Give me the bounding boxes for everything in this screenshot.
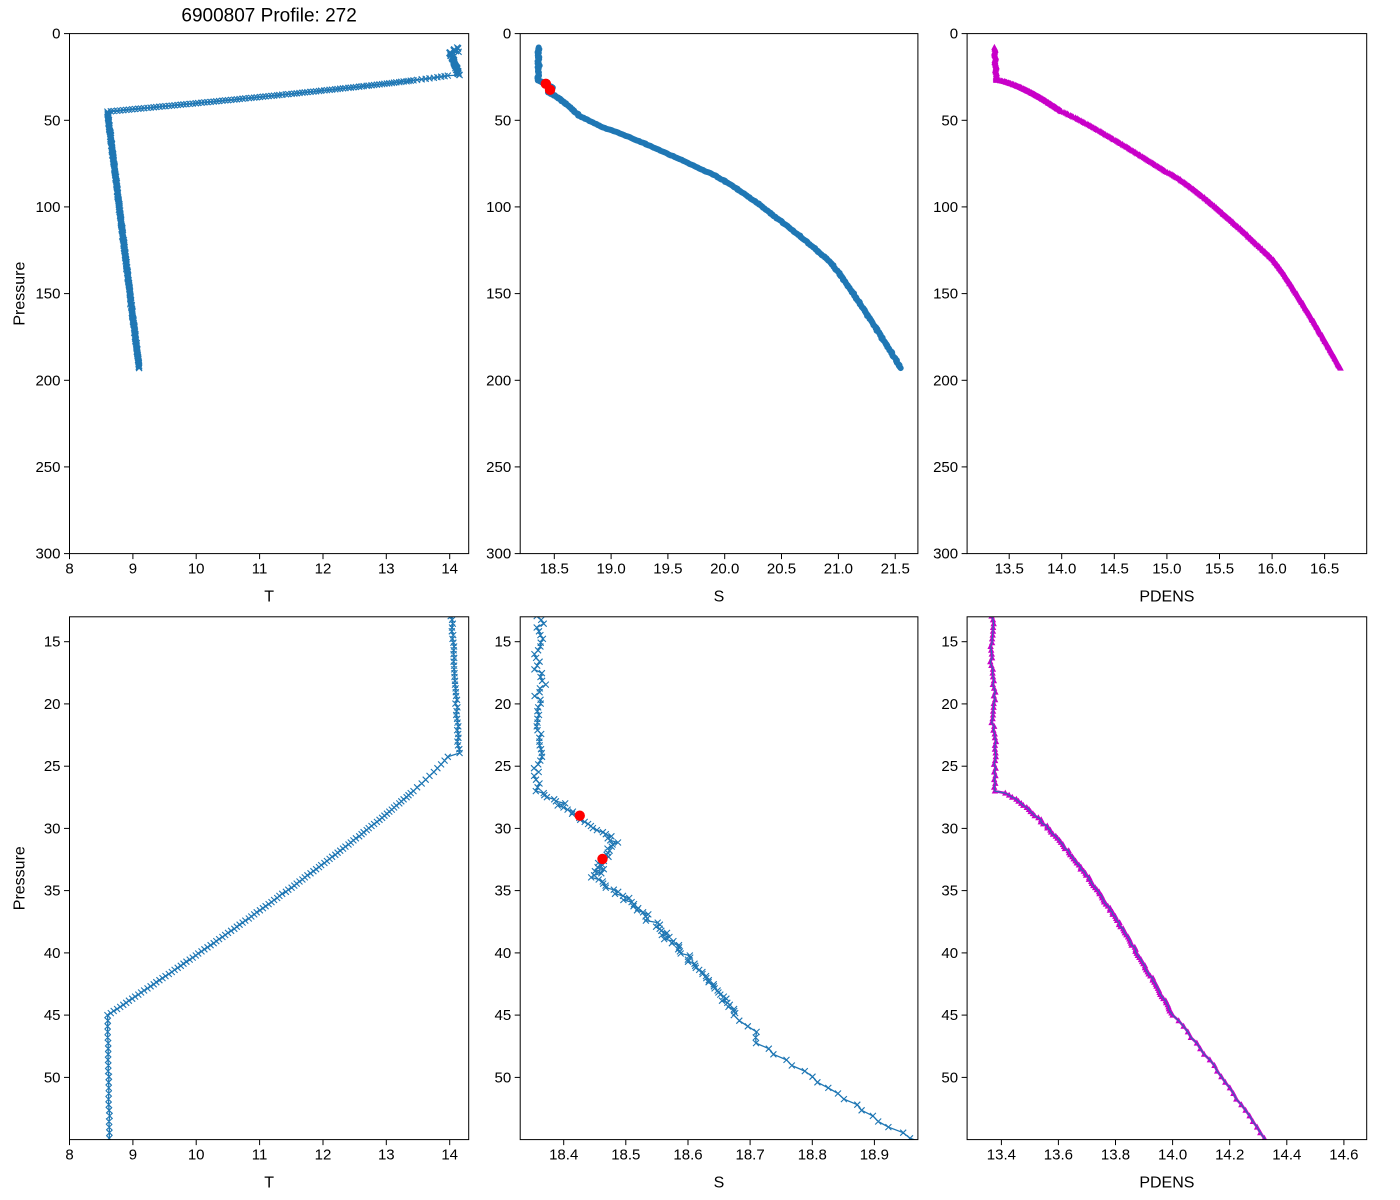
svg-text:35: 35	[44, 883, 61, 900]
svg-text:12: 12	[315, 561, 332, 578]
svg-text:250: 250	[35, 459, 60, 476]
svg-text:250: 250	[486, 459, 511, 476]
svg-text:Pressure: Pressure	[12, 261, 29, 325]
svg-text:100: 100	[933, 199, 958, 216]
svg-text:25: 25	[941, 758, 958, 775]
svg-text:100: 100	[486, 199, 511, 216]
svg-text:18.7: 18.7	[735, 1147, 764, 1164]
svg-text:19.5: 19.5	[653, 561, 682, 578]
svg-text:15: 15	[44, 634, 61, 651]
svg-text:14: 14	[441, 561, 458, 578]
svg-text:18.5: 18.5	[540, 561, 569, 578]
svg-text:S: S	[714, 1175, 725, 1192]
svg-text:150: 150	[35, 286, 60, 303]
svg-text:13: 13	[378, 561, 395, 578]
svg-text:40: 40	[44, 945, 61, 962]
svg-text:6900807 Profile: 272: 6900807 Profile: 272	[181, 6, 356, 27]
svg-text:150: 150	[933, 286, 958, 303]
svg-text:300: 300	[933, 546, 958, 563]
svg-text:100: 100	[35, 199, 60, 216]
svg-text:25: 25	[495, 758, 512, 775]
svg-text:20.5: 20.5	[767, 561, 796, 578]
svg-text:20: 20	[44, 696, 61, 713]
svg-text:20.0: 20.0	[710, 561, 739, 578]
svg-text:200: 200	[933, 372, 958, 389]
svg-text:13.6: 13.6	[1044, 1147, 1073, 1164]
svg-text:11: 11	[252, 561, 268, 578]
svg-text:18.5: 18.5	[611, 1147, 640, 1164]
svg-text:14.4: 14.4	[1272, 1147, 1301, 1164]
svg-text:18.6: 18.6	[673, 1147, 702, 1164]
svg-text:19.0: 19.0	[596, 561, 625, 578]
svg-text:T: T	[264, 1175, 274, 1192]
svg-text:15: 15	[941, 634, 958, 651]
svg-text:21.5: 21.5	[881, 561, 910, 578]
svg-text:18.9: 18.9	[860, 1147, 889, 1164]
svg-text:14.0: 14.0	[1158, 1147, 1187, 1164]
svg-text:21.0: 21.0	[824, 561, 853, 578]
svg-text:30: 30	[495, 820, 512, 837]
svg-text:8: 8	[65, 561, 73, 578]
svg-text:14.0: 14.0	[1047, 561, 1076, 578]
svg-text:0: 0	[503, 26, 511, 43]
svg-text:200: 200	[35, 372, 60, 389]
svg-text:13.4: 13.4	[987, 1147, 1016, 1164]
svg-text:300: 300	[35, 546, 60, 563]
svg-text:13.8: 13.8	[1101, 1147, 1130, 1164]
svg-text:50: 50	[941, 1069, 958, 1086]
svg-text:PDENS: PDENS	[1139, 1175, 1194, 1192]
svg-text:14.5: 14.5	[1100, 561, 1129, 578]
svg-text:13.5: 13.5	[995, 561, 1024, 578]
svg-text:0: 0	[52, 26, 60, 43]
svg-text:10: 10	[188, 561, 205, 578]
svg-text:50: 50	[44, 112, 61, 129]
svg-text:9: 9	[129, 561, 137, 578]
svg-text:300: 300	[486, 546, 511, 563]
svg-text:35: 35	[941, 883, 958, 900]
svg-text:45: 45	[44, 1007, 61, 1024]
svg-text:40: 40	[495, 945, 512, 962]
svg-text:9: 9	[129, 1147, 137, 1164]
svg-text:15.0: 15.0	[1152, 561, 1181, 578]
svg-text:35: 35	[495, 883, 512, 900]
svg-text:25: 25	[44, 758, 61, 775]
svg-text:20: 20	[495, 696, 512, 713]
svg-text:16.0: 16.0	[1257, 561, 1286, 578]
svg-text:11: 11	[252, 1147, 268, 1164]
svg-text:30: 30	[941, 820, 958, 837]
svg-text:14.2: 14.2	[1215, 1147, 1244, 1164]
svg-text:15.5: 15.5	[1205, 561, 1234, 578]
svg-text:50: 50	[495, 1069, 512, 1086]
svg-text:18.8: 18.8	[798, 1147, 827, 1164]
svg-text:12: 12	[315, 1147, 332, 1164]
svg-text:S: S	[714, 589, 725, 606]
svg-text:50: 50	[495, 112, 512, 129]
svg-text:15: 15	[495, 634, 512, 651]
svg-text:18.4: 18.4	[549, 1147, 578, 1164]
svg-text:Pressure: Pressure	[12, 846, 29, 910]
svg-text:16.5: 16.5	[1310, 561, 1339, 578]
svg-text:40: 40	[941, 945, 958, 962]
svg-text:T: T	[264, 589, 274, 606]
svg-text:20: 20	[941, 696, 958, 713]
svg-text:13: 13	[378, 1147, 395, 1164]
svg-text:45: 45	[941, 1007, 958, 1024]
svg-text:30: 30	[44, 820, 61, 837]
svg-text:200: 200	[486, 372, 511, 389]
svg-text:150: 150	[486, 286, 511, 303]
svg-text:250: 250	[933, 459, 958, 476]
svg-text:10: 10	[188, 1147, 205, 1164]
svg-text:0: 0	[950, 26, 958, 43]
svg-text:14: 14	[441, 1147, 458, 1164]
svg-text:14.6: 14.6	[1329, 1147, 1358, 1164]
svg-text:8: 8	[65, 1147, 73, 1164]
svg-text:50: 50	[941, 112, 958, 129]
svg-text:PDENS: PDENS	[1139, 589, 1194, 606]
svg-text:50: 50	[44, 1069, 61, 1086]
svg-text:45: 45	[495, 1007, 512, 1024]
